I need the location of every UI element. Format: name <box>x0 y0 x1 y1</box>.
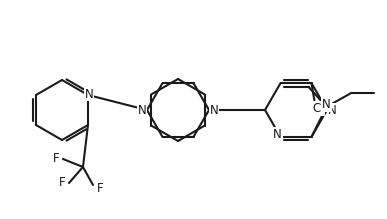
Text: F: F <box>53 152 59 166</box>
Text: N: N <box>138 104 146 117</box>
Text: F: F <box>59 177 65 189</box>
Text: Cl: Cl <box>313 102 324 115</box>
Text: N: N <box>328 104 336 117</box>
Text: N: N <box>210 104 218 117</box>
Text: F: F <box>97 182 103 196</box>
Text: N: N <box>85 88 93 101</box>
Text: N: N <box>273 128 282 141</box>
Text: N: N <box>322 98 331 111</box>
